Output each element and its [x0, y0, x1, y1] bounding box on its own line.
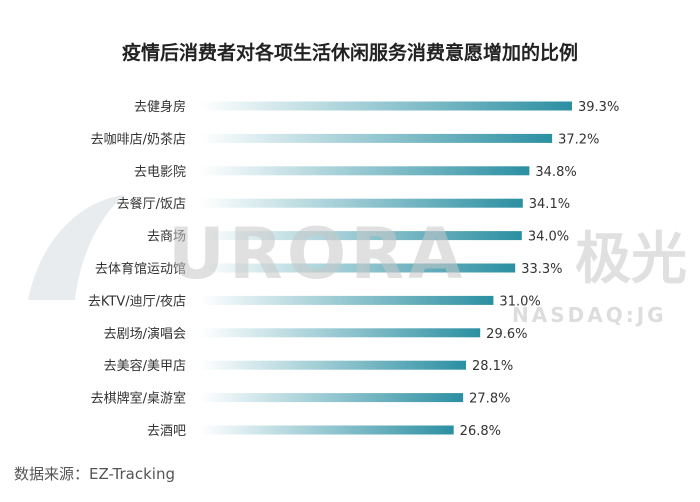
category-label: 去KTV/迪厅/夜店	[88, 294, 186, 309]
bar	[200, 360, 466, 370]
bar	[200, 231, 522, 241]
value-label: 27.8%	[469, 392, 510, 407]
chart-title: 疫情后消费者对各项生活休闲服务消费意愿增加的比例	[121, 42, 578, 64]
value-label: 26.8%	[460, 424, 501, 439]
bar	[200, 295, 494, 305]
category-label: 去健身房	[134, 99, 186, 115]
value-label: 34.1%	[529, 197, 570, 212]
category-label: 去酒吧	[147, 424, 186, 439]
value-label: 39.3%	[578, 100, 619, 115]
category-label: 去剧场/演唱会	[104, 326, 186, 342]
bar	[200, 393, 464, 403]
value-label: 34.8%	[535, 165, 576, 180]
category-label: 去棋牌室/桌游室	[91, 391, 186, 407]
data-source-note: 数据来源：EZ-Tracking	[14, 465, 175, 483]
category-label: 去美容/美甲店	[104, 358, 186, 374]
bar	[200, 101, 572, 111]
value-label: 34.0%	[528, 230, 569, 245]
bar	[200, 263, 516, 273]
bar	[200, 425, 454, 435]
value-label: 37.2%	[558, 132, 599, 147]
bar	[200, 328, 481, 338]
bars-group: 去健身房 39.3% 去咖啡店/奶茶店 37.2% 去电影院 34.8% 去餐厅/饭店 34.…	[88, 99, 619, 439]
value-label: 29.6%	[486, 327, 527, 342]
category-label: 去餐厅/饭店	[117, 196, 186, 212]
bar	[200, 166, 530, 176]
category-label: 去电影院	[134, 165, 186, 180]
category-label: 去咖啡店/奶茶店	[91, 131, 186, 147]
bar	[200, 133, 553, 143]
category-label: 去商场	[147, 230, 186, 245]
bar	[200, 198, 523, 208]
value-label: 31.0%	[499, 294, 540, 309]
value-label: 33.3%	[521, 262, 562, 277]
category-label: 去体育馆运动馆	[95, 261, 186, 277]
value-label: 28.1%	[472, 359, 513, 374]
